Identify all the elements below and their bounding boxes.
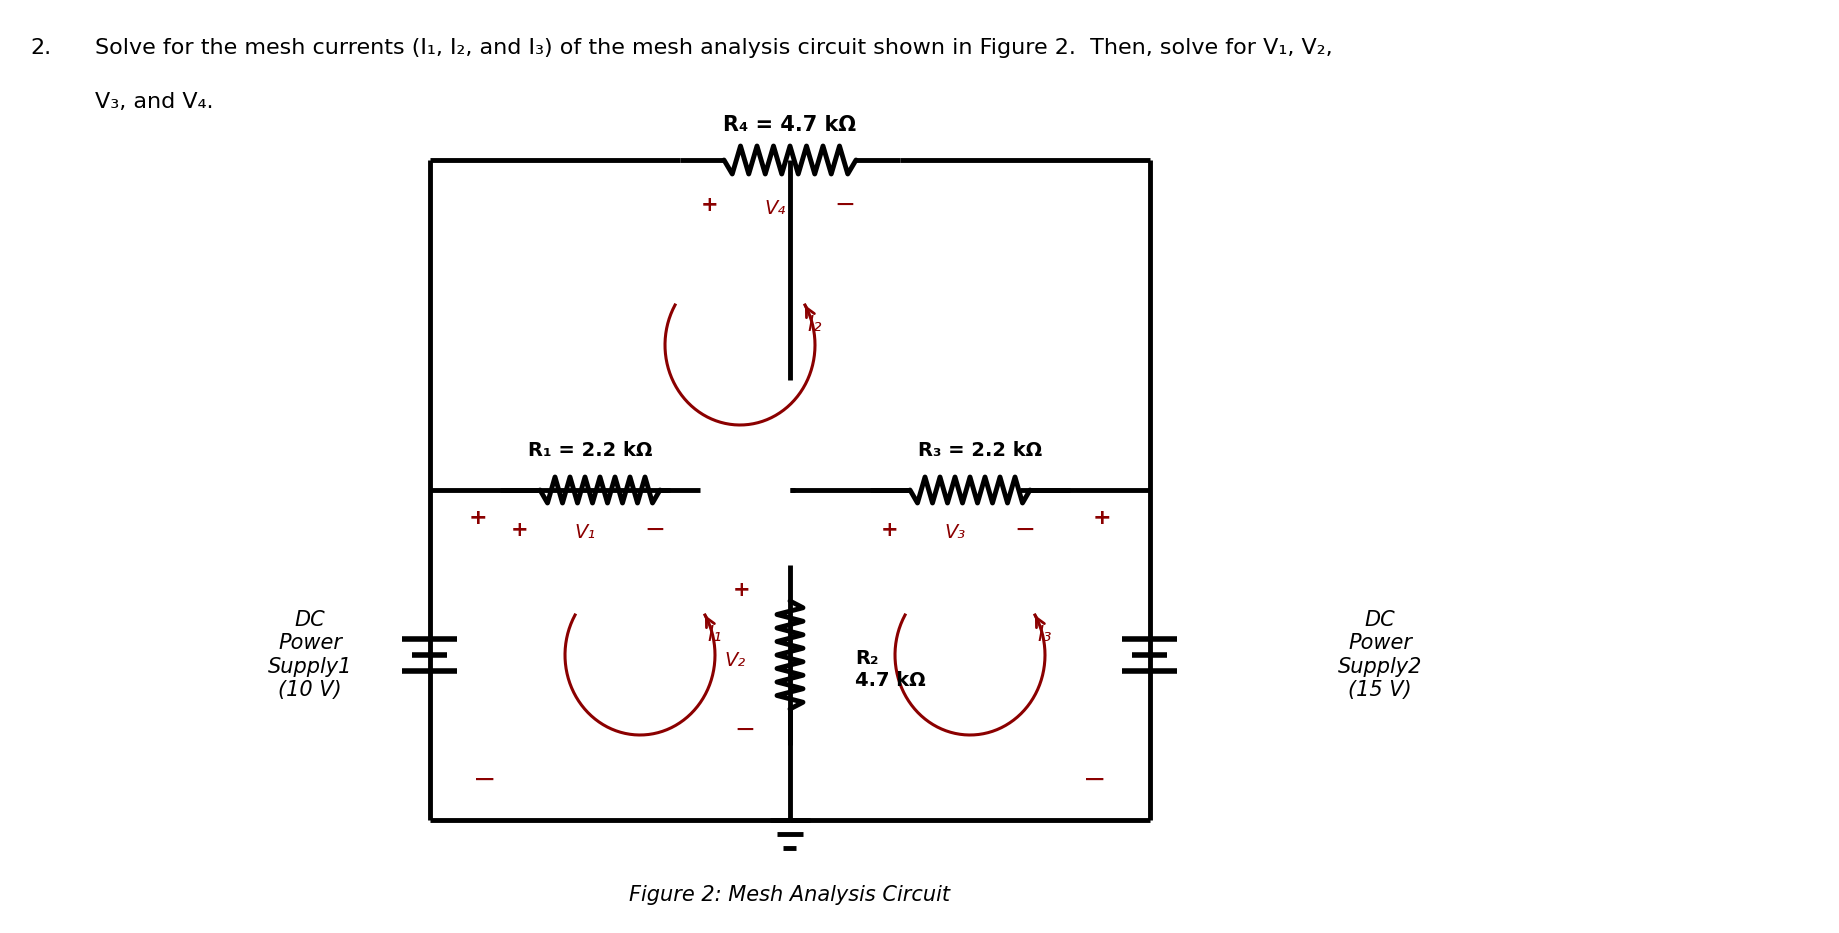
Text: +: + <box>469 508 487 528</box>
Text: −: − <box>1083 766 1107 794</box>
Text: −: − <box>734 718 756 742</box>
Text: DC
Power
Supply2
(15 V): DC Power Supply2 (15 V) <box>1337 610 1422 700</box>
Text: V₃: V₃ <box>945 523 965 542</box>
Text: +: + <box>881 520 899 540</box>
Text: −: − <box>835 193 855 217</box>
Text: Figure 2: Mesh Analysis Circuit: Figure 2: Mesh Analysis Circuit <box>629 885 951 905</box>
Text: +: + <box>1092 508 1111 528</box>
Text: I₃: I₃ <box>1037 625 1052 645</box>
Text: R₄ = 4.7 kΩ: R₄ = 4.7 kΩ <box>723 115 857 135</box>
Text: +: + <box>734 580 750 600</box>
Text: R₃ = 2.2 kΩ: R₃ = 2.2 kΩ <box>918 440 1043 459</box>
Text: I₂: I₂ <box>807 315 822 335</box>
Text: R₁ = 2.2 kΩ: R₁ = 2.2 kΩ <box>528 440 653 459</box>
Text: V₁: V₁ <box>574 523 596 542</box>
Text: Solve for the mesh currents (I₁, I₂, and I₃) of the mesh analysis circuit shown : Solve for the mesh currents (I₁, I₂, and… <box>96 38 1333 58</box>
Text: R₂
4.7 kΩ: R₂ 4.7 kΩ <box>855 649 925 690</box>
Text: V₄: V₄ <box>765 199 785 217</box>
Text: −: − <box>1015 518 1035 542</box>
Text: +: + <box>511 520 530 540</box>
Text: V₂: V₂ <box>725 650 745 670</box>
Text: −: − <box>473 766 497 794</box>
Text: V₃, and V₄.: V₃, and V₄. <box>96 92 213 112</box>
Text: −: − <box>644 518 666 542</box>
Text: I₁: I₁ <box>708 625 723 645</box>
Text: +: + <box>701 195 719 215</box>
Text: DC
Power
Supply1
(10 V): DC Power Supply1 (10 V) <box>268 610 353 700</box>
Text: 2.: 2. <box>29 38 51 58</box>
